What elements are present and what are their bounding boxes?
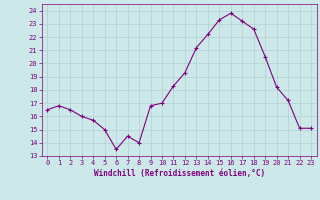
- X-axis label: Windchill (Refroidissement éolien,°C): Windchill (Refroidissement éolien,°C): [94, 169, 265, 178]
